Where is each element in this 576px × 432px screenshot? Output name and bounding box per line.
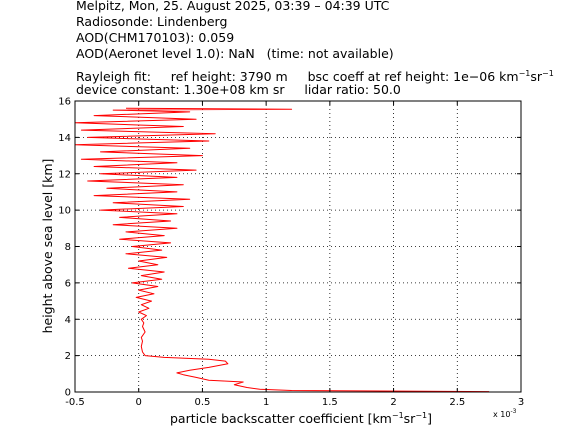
x-tick-label: 2.5 xyxy=(449,397,465,408)
x-tick-label: 1.5 xyxy=(322,397,338,408)
rayleigh-fit-line: Rayleigh fit: ref height: 3790 m bsc coe… xyxy=(76,66,554,85)
y-tick-label: 10 xyxy=(58,206,71,217)
rayleigh-label: Rayleigh fit: xyxy=(76,69,151,84)
backscatter-profile-line xyxy=(74,107,490,393)
y-tick-label: 14 xyxy=(58,133,71,144)
bsc-coeff-text: bsc coeff at ref height: 1e−06 km xyxy=(307,69,519,84)
x-tick-label: 0 xyxy=(136,397,142,408)
data-layer xyxy=(74,107,490,393)
y-tick-label: 0 xyxy=(65,388,71,399)
y-tick-label: 16 xyxy=(58,97,71,108)
y-tick-label: 4 xyxy=(65,315,71,326)
x-tick-label: 0.5 xyxy=(194,397,210,408)
title-line-2: Radiosonde: Lindenberg xyxy=(76,14,228,29)
x-axis-multiplier: x 10-3 xyxy=(493,408,517,419)
lidar-ratio: lidar ratio: 50.0 xyxy=(304,82,401,97)
y-tick-label: 2 xyxy=(65,351,71,362)
bsc-coeff-unit: sr xyxy=(530,69,543,84)
ref-height: ref height: 3790 m xyxy=(170,69,288,84)
y-tick-label: 12 xyxy=(58,169,71,180)
y-tick-label: 8 xyxy=(65,242,71,253)
bsc-coeff: bsc coeff at ref height: 1e−06 km−1sr−1 xyxy=(307,69,554,84)
grid-layer xyxy=(75,101,521,392)
x-axis-label: particle backscatter coefficient [km−1sr… xyxy=(170,411,432,426)
x-tick-label: 2 xyxy=(390,397,396,408)
y-tick-label: 6 xyxy=(65,278,71,289)
title-line-4: AOD(Aeronet level 1.0): NaN (time: not a… xyxy=(76,46,394,61)
device-constant: device constant: 1.30e+08 km sr xyxy=(76,82,285,97)
title-line-1: Melpitz, Mon, 25. August 2025, 03:39 – 0… xyxy=(76,0,390,13)
x-tick-label: 3 xyxy=(518,397,524,408)
x-tick-label: -0.5 xyxy=(65,397,85,408)
device-constant-line: device constant: 1.30e+08 km sr lidar ra… xyxy=(76,82,401,98)
y-axis-label: height above sea level [km] xyxy=(40,159,55,334)
title-line-3: AOD(CHM170103): 0.059 xyxy=(76,30,235,45)
x-tick-label: 1 xyxy=(263,397,269,408)
